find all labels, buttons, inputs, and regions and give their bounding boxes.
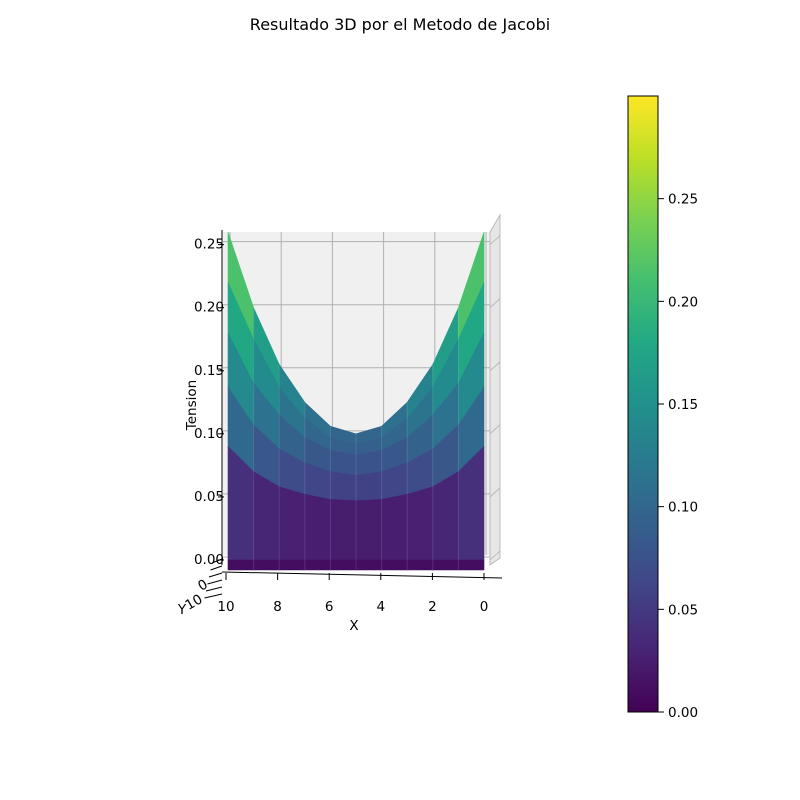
- y-tick: [205, 586, 223, 592]
- y-tick: [207, 579, 223, 585]
- x-tick-label: 10: [217, 599, 234, 615]
- axes-3d: 0.00 0.05 0.10 0.15 0.20 0.25 10 8 6 4 2 0 010 Ten…: [177, 213, 503, 634]
- y-tick-label: 10: [183, 591, 206, 613]
- colorbar-ticks: 0.00 0.05 0.10 0.15 0.20 0.25: [658, 192, 698, 721]
- surface-patch: [432, 471, 459, 561]
- y-tick: [204, 593, 223, 599]
- x-tick-label: 6: [325, 599, 334, 615]
- colorbar-tick-label: 0.05: [668, 602, 698, 618]
- colorbar-tick-label: 0.00: [668, 705, 698, 721]
- chart-title: Resultado 3D por el Metodo de Jacobi: [250, 15, 550, 34]
- surface-patch: [330, 499, 357, 561]
- surface-patch: [330, 471, 357, 502]
- surface-patch: [355, 471, 382, 502]
- colorbar-tick-label: 0.25: [668, 192, 698, 208]
- right-grid-line: [489, 298, 501, 308]
- x-axis-ticks: 10 8 6 4 2 0: [217, 573, 488, 615]
- z-tick-label: 0.00: [194, 552, 224, 568]
- z-tick-label: 0.10: [194, 426, 224, 442]
- right-grid-line: [489, 550, 501, 561]
- x-tick-label: 2: [428, 599, 437, 615]
- right-grid-line: [489, 361, 501, 372]
- surface-patch: [278, 559, 306, 571]
- surface-patch: [406, 486, 434, 561]
- surface-patch: [278, 486, 306, 561]
- surface-patch: [253, 559, 280, 571]
- surface-patch: [227, 559, 254, 571]
- surface-patch: [304, 494, 331, 561]
- surface-patch: [330, 559, 357, 571]
- surface-patch: [381, 559, 408, 571]
- surface-plot: [227, 231, 485, 571]
- colorbar-gradient: [627, 95, 659, 713]
- surface-patch: [304, 559, 331, 571]
- y-tick: [211, 558, 223, 564]
- right-grid-line: [489, 487, 501, 498]
- z-axis-ticks: 0.00 0.05 0.10 0.15 0.20 0.25: [194, 237, 224, 568]
- x-tick-label: 8: [273, 599, 282, 615]
- surface-patch: [355, 499, 382, 561]
- right-grid-line: [489, 424, 501, 435]
- x-tick-label: 0: [480, 599, 489, 615]
- y-axis-ticks: 010: [183, 558, 223, 614]
- y-tick: [208, 572, 223, 578]
- y-axis-label: Y: [177, 602, 187, 618]
- z-axis-label: Tension: [184, 380, 200, 431]
- x-axis-line: [221, 571, 503, 579]
- colorbar-tick-label: 0.20: [668, 294, 698, 310]
- surface-patch: [458, 559, 485, 571]
- colorbar-tick-label: 0.15: [668, 397, 698, 413]
- surface-patch: [381, 494, 408, 561]
- colorbar: 0.00 0.05 0.10 0.15 0.20 0.25: [627, 95, 698, 721]
- right-grid-line: [489, 235, 501, 245]
- z-tick-label: 0.20: [194, 300, 224, 316]
- right-pane-grid: [489, 235, 501, 561]
- z-tick-label: 0.25: [194, 237, 224, 253]
- surface-patch: [432, 559, 459, 571]
- x-tick-label: 4: [377, 599, 386, 615]
- x-axis-label: X: [349, 618, 358, 634]
- z-tick-label: 0.15: [194, 363, 224, 379]
- surface-patch: [406, 559, 434, 571]
- surface-patch: [253, 471, 280, 561]
- colorbar-tick-label: 0.10: [668, 500, 698, 516]
- z-tick-label: 0.05: [194, 489, 224, 505]
- right-pane: [489, 213, 501, 566]
- y-tick: [210, 565, 223, 571]
- surface-patch: [355, 559, 382, 571]
